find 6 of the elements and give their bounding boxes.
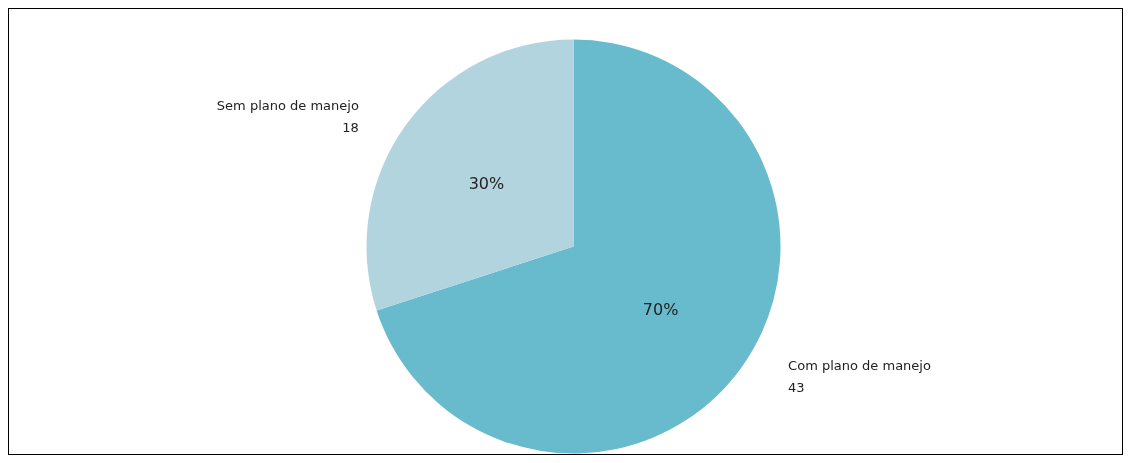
data-label: 30%: [468, 173, 505, 193]
text: 43: [788, 380, 805, 396]
data-label: 70%: [642, 300, 679, 320]
slice-label: Sem plano de manejo: [216, 97, 359, 113]
slice-label: Com plano de manejo: [788, 358, 931, 374]
text: 18: [342, 119, 359, 135]
